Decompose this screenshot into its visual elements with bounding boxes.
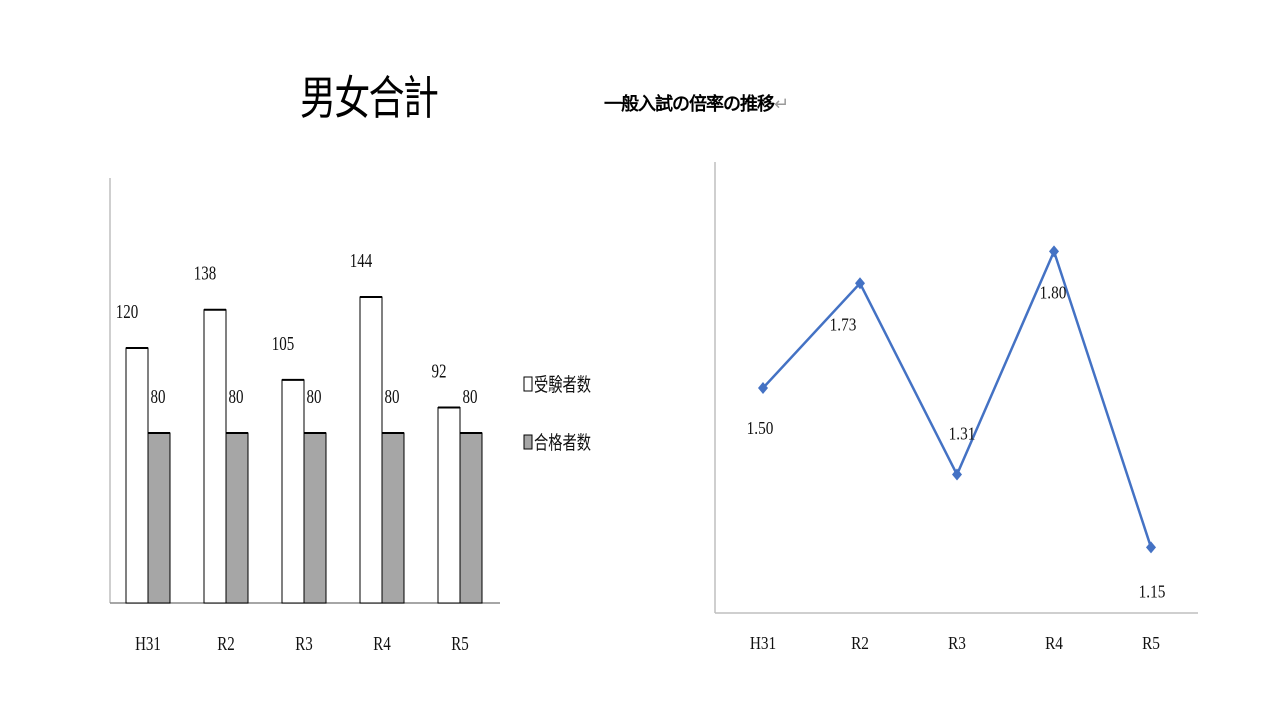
ratio-series-line xyxy=(762,247,1153,548)
data-label: 80 xyxy=(307,385,322,408)
x-tick-label: R5 xyxy=(1142,633,1160,653)
x-tick-label: R5 xyxy=(451,632,469,655)
data-label: 92 xyxy=(432,359,447,382)
x-tick-label: H31 xyxy=(135,632,161,655)
data-point-marker xyxy=(952,468,962,481)
data-point-marker xyxy=(855,277,865,290)
x-tick-label: R4 xyxy=(373,632,391,655)
data-label: 1.50 xyxy=(747,418,774,438)
x-tick-label: R2 xyxy=(851,633,869,653)
x-tick-label: R3 xyxy=(948,633,966,653)
data-point-marker xyxy=(758,382,768,394)
data-label: 120 xyxy=(116,300,139,323)
return-mark: ↵ xyxy=(774,94,789,115)
data-label: 80 xyxy=(151,385,166,408)
legend-label-applicants: 受験者数 xyxy=(534,373,591,396)
data-label: 1.80 xyxy=(1040,282,1067,302)
data-label: 80 xyxy=(463,385,478,408)
data-label: 1.73 xyxy=(830,314,857,334)
x-tick-label: H31 xyxy=(750,633,776,653)
data-label: 80 xyxy=(229,385,244,408)
subtitle-text: 一般入試の倍率の推移 xyxy=(604,94,775,115)
x-tick-label: R4 xyxy=(1045,633,1063,653)
data-label: 1.31 xyxy=(949,423,976,443)
main-title: 男女合計 xyxy=(300,71,439,125)
data-point-marker xyxy=(1049,245,1059,258)
legend-swatch-applicants xyxy=(523,376,533,392)
data-label: 138 xyxy=(194,262,217,285)
chart-subtitle: 一般入試の倍率の推移↵ xyxy=(604,90,789,116)
data-point-marker xyxy=(1146,541,1156,554)
data-label: 105 xyxy=(272,332,295,355)
legend-swatch-passers xyxy=(523,434,533,450)
legend-label-passers: 合格者数 xyxy=(534,431,591,454)
data-label: 144 xyxy=(350,249,373,272)
data-label: 1.15 xyxy=(1139,581,1166,601)
x-tick-label: R3 xyxy=(295,632,313,655)
bar-chart: 120 80 H31 138 80 R2 105 80 R3 144 80 R4 92 80 R5 受験者数合… xyxy=(109,178,591,655)
x-tick-label: R2 xyxy=(217,632,234,655)
data-label: 80 xyxy=(385,385,400,408)
